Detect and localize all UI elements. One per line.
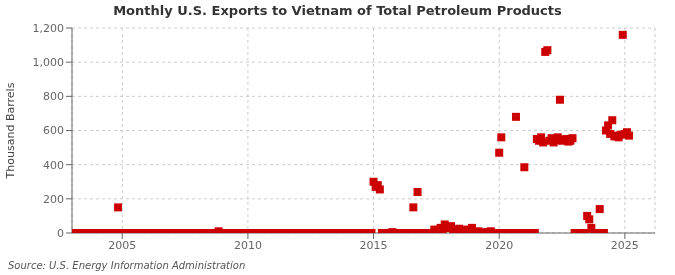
svg-text:1,200: 1,200 [33,22,65,35]
html-text:Monthly U.S. Exports to Vietna: Monthly U.S. Exports to Vietnam of Total… [113,3,562,18]
svg-text:2015: 2015 [360,239,388,252]
svg-text:2010: 2010 [234,239,262,252]
svg-text:2005: 2005 [108,239,136,252]
svg-text:Thousand Barrels: Thousand Barrels [8,82,17,179]
svg-text:1,000: 1,000 [33,56,65,69]
svg-text:800: 800 [43,90,64,103]
svg-text:2020: 2020 [485,239,513,252]
svg-text:2025: 2025 [611,239,639,252]
svg-text:0: 0 [57,227,64,240]
svg-text:400: 400 [43,159,64,172]
svg-text:200: 200 [43,193,64,206]
html-text:Source: U.S. Energy Informatio: Source: U.S. Energy Information Administ… [8,260,246,271]
svg-text:600: 600 [43,124,64,137]
